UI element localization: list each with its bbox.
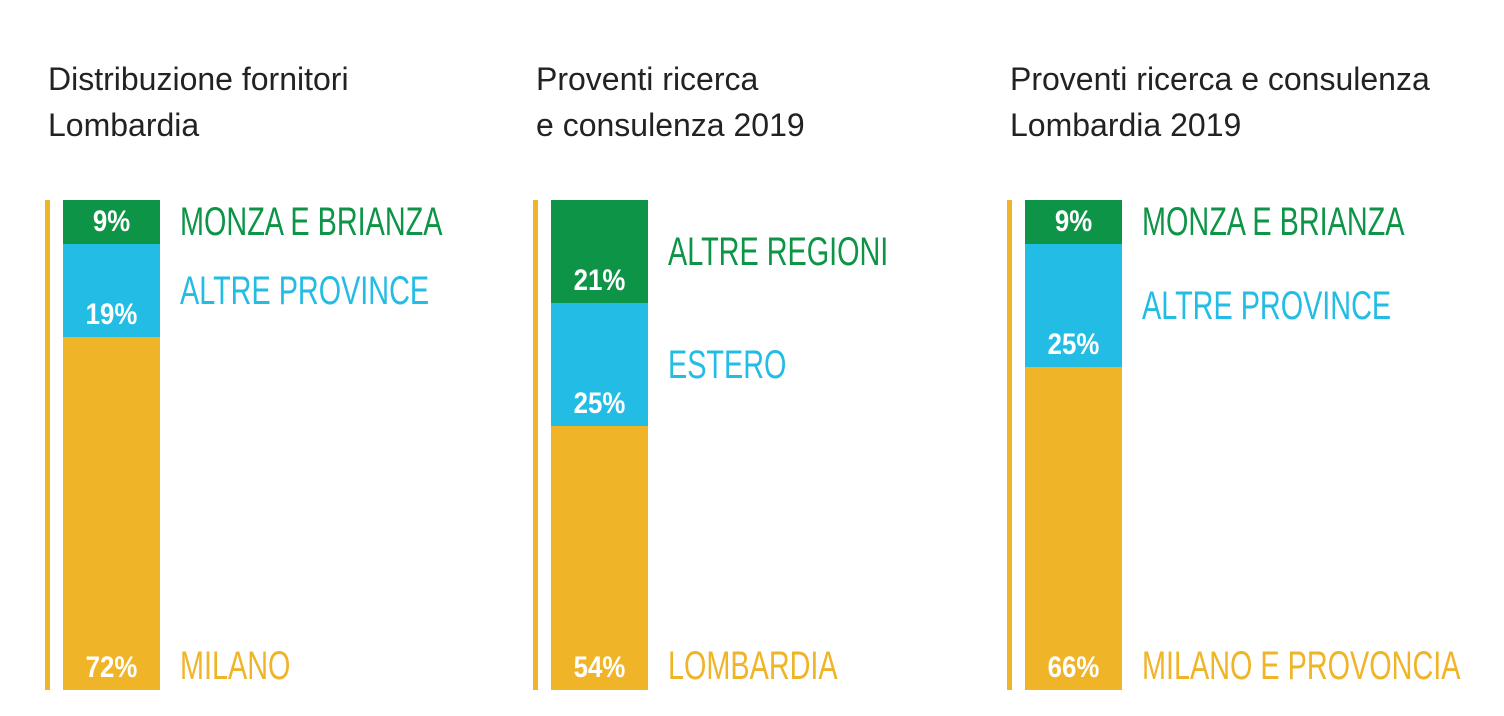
chart-title: Distribuzione fornitori Lombardia — [48, 56, 349, 148]
category-label: ALTRE PROVINCE — [1142, 283, 1392, 328]
axis-line — [533, 200, 538, 690]
axis-line — [45, 200, 50, 690]
category-label: MONZA E BRIANZA — [1142, 200, 1405, 244]
chart-panel-3: Proventi ricerca e consulenza Lombardia 2… — [1007, 0, 1477, 716]
stacked-bar: 9% 19% 72% — [63, 200, 160, 690]
axis-line — [1007, 200, 1012, 690]
category-label: ALTRE PROVINCE — [180, 268, 430, 313]
chart-title-line-2: e consulenza 2019 — [536, 107, 805, 143]
segment-value-label: 72% — [85, 651, 138, 684]
bar-segment: 19% — [63, 244, 160, 337]
chart-title-line-1: Proventi ricerca e consulenza — [1010, 61, 1430, 97]
category-label: MILANO E PROVONCIA — [1142, 644, 1461, 688]
segment-value-label: 25% — [1047, 328, 1100, 361]
bar-segment: 54% — [551, 426, 648, 690]
bar-segment: 25% — [1025, 244, 1122, 367]
stacked-bar: 21% 25% 54% — [551, 200, 648, 690]
bar-segment: 72% — [63, 337, 160, 690]
segment-value-label: 9% — [92, 205, 131, 238]
stacked-bar: 9% 25% 66% — [1025, 200, 1122, 690]
chart-title-line-2: Lombardia — [48, 107, 200, 143]
bar-segment: 9% — [1025, 200, 1122, 244]
chart-title: Proventi ricerca e consulenza Lombardia 2… — [1010, 56, 1430, 148]
category-label: MONZA E BRIANZA — [180, 200, 443, 244]
chart-title-line-2: Lombardia 2019 — [1010, 107, 1242, 143]
bar-segment: 21% — [551, 200, 648, 303]
segment-value-label: 9% — [1054, 205, 1093, 238]
bar-segment: 9% — [63, 200, 160, 244]
segment-value-label: 25% — [573, 387, 626, 420]
category-label: ALTRE REGIONI — [668, 229, 889, 274]
bar-segment: 25% — [551, 303, 648, 426]
category-label: MILANO — [180, 644, 291, 688]
segment-value-label: 19% — [85, 298, 138, 331]
chart-title-line-1: Proventi ricerca — [536, 61, 759, 97]
chart-panel-2: Proventi ricerca e consulenza 2019 ALTRE R… — [533, 0, 1003, 716]
category-label: ESTERO — [668, 342, 787, 387]
segment-value-label: 54% — [573, 651, 626, 684]
segment-value-label: 66% — [1047, 651, 1100, 684]
segment-value-label: 21% — [573, 264, 626, 297]
chart-title-line-1: Distribuzione fornitori — [48, 61, 349, 97]
chart-title: Proventi ricerca e consulenza 2019 — [536, 56, 805, 148]
bar-segment: 66% — [1025, 367, 1122, 690]
category-label: LOMBARDIA — [668, 644, 838, 688]
chart-panel-1: Distribuzione fornitori Lombardia MONZA E … — [45, 0, 515, 716]
